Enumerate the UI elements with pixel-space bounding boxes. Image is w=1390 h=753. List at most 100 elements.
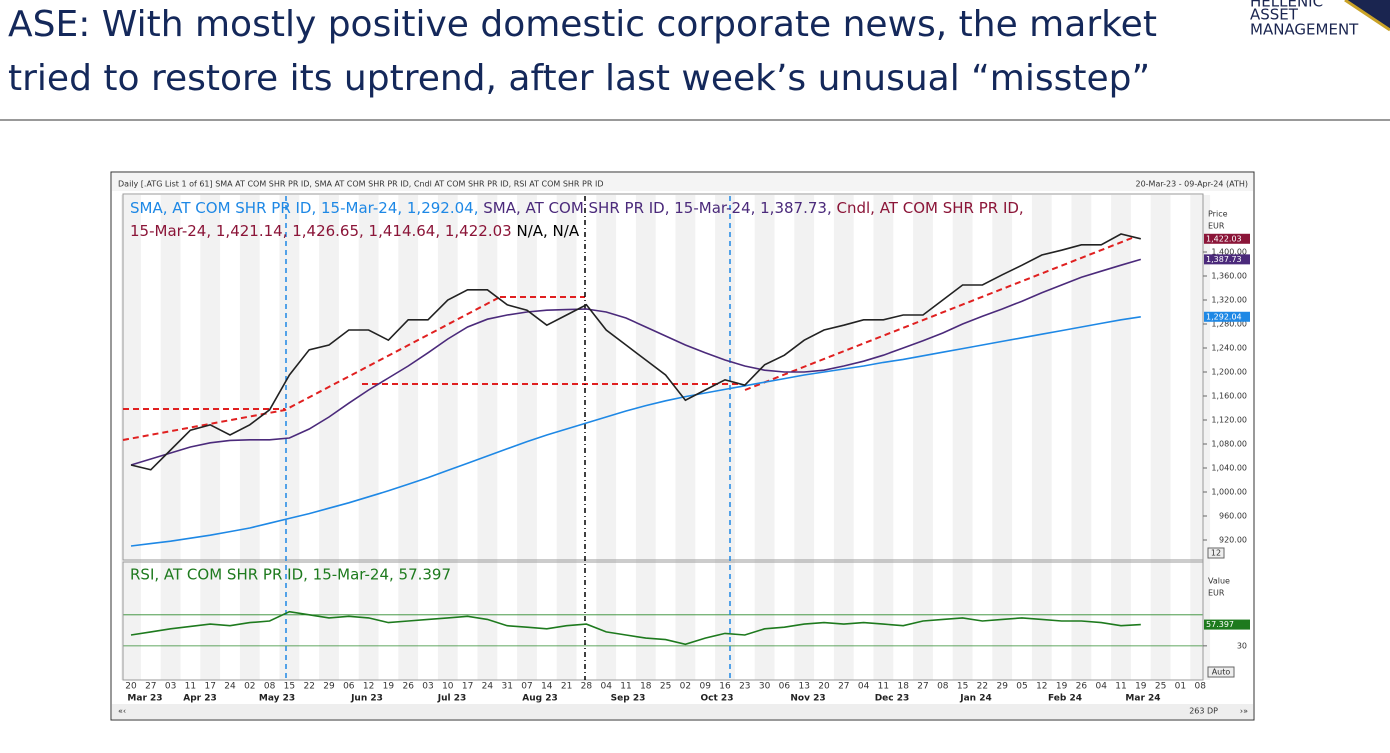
scale-box-text: Auto [1212, 668, 1231, 677]
y-tick-label: 1,160.00 [1211, 392, 1247, 401]
x-tick-label: 19 [383, 682, 395, 692]
x-tick-label: 18 [640, 682, 652, 692]
month-label: Mar 24 [1125, 694, 1160, 704]
week-stripe [200, 195, 221, 680]
week-stripe [754, 195, 775, 680]
week-stripe [596, 195, 617, 680]
week-stripe [1111, 195, 1131, 680]
legend-detail: 15-Mar-24, 1,421.14, 1,426.65, 1,414.64,… [130, 222, 512, 240]
scroll-right[interactable]: ›» [1240, 707, 1248, 716]
week-stripe [319, 195, 339, 680]
axis-label: Value [1208, 577, 1230, 586]
month-label: Dec 23 [875, 694, 910, 704]
x-tick-label: 12 [363, 682, 374, 692]
month-label: Mar 23 [127, 694, 162, 704]
y-tick-label: 960.00 [1219, 512, 1247, 521]
x-tick-label: 27 [145, 682, 156, 692]
title-line: ASE: With mostly positive domestic corpo… [8, 4, 1157, 45]
points-count: 263 DP [1189, 707, 1218, 716]
x-tick-label: 31 [501, 682, 512, 692]
x-tick-label: 08 [264, 682, 276, 692]
x-tick-label: 25 [1155, 682, 1166, 692]
price-tag [1204, 254, 1250, 265]
x-tick-label: 18 [897, 682, 909, 692]
header-bar [112, 173, 1253, 191]
week-stripe [556, 195, 577, 680]
x-tick-label: 29 [323, 682, 335, 692]
series-line [130, 233, 1141, 471]
x-tick-label: 06 [779, 682, 791, 692]
week-stripe [635, 195, 656, 680]
week-stripe [1031, 195, 1052, 680]
x-tick-label: 22 [303, 682, 314, 692]
week-stripe [121, 195, 141, 680]
x-tick-label: 03 [165, 682, 176, 692]
x-tick-label: 08 [937, 682, 949, 692]
x-tick-label: 04 [858, 682, 870, 692]
month-label: May 23 [259, 694, 295, 704]
month-label: Jul 23 [437, 694, 467, 704]
x-tick-label: 09 [699, 682, 711, 692]
scale-box[interactable] [1207, 547, 1225, 559]
legend-entry: SMA, AT COM SHR PR ID, 15-Mar-24, 1,292.… [130, 199, 478, 217]
week-stripe [398, 195, 419, 680]
x-tick-label: 19 [1056, 682, 1068, 692]
month-label: Sep 23 [611, 694, 646, 704]
x-tick-label: 26 [402, 682, 414, 692]
month-label: Nov 23 [790, 694, 825, 704]
week-stripe [358, 195, 379, 680]
x-tick-label: 11 [1115, 682, 1126, 692]
legend: SMA, AT COM SHR PR ID, 15-Mar-24, 1,292.… [130, 199, 1024, 217]
series-line [130, 316, 1141, 547]
series-line [130, 610, 1141, 646]
legend-extra: N/A, N/A [516, 222, 579, 240]
x-tick-label: 07 [521, 682, 532, 692]
y-tick-label: 920.00 [1219, 536, 1247, 545]
month-label: Jan 24 [959, 694, 992, 704]
x-tick-label: 24 [482, 682, 494, 692]
x-tick-label: 04 [1095, 682, 1107, 692]
x-tick-label: 19 [1135, 682, 1147, 692]
logo-edge [1344, 0, 1390, 32]
axis-label: EUR [1208, 222, 1225, 231]
price-tag [1204, 311, 1250, 322]
scroll-left[interactable]: «‹ [118, 707, 126, 716]
price-tag-label: 1,292.04 [1206, 312, 1242, 321]
price-tag [1204, 619, 1250, 630]
x-tick-label: 21 [561, 682, 572, 692]
x-tick-label: 16 [719, 682, 731, 692]
x-tick-label: 11 [878, 682, 889, 692]
scale-box-text: 12 [1211, 549, 1221, 558]
scroll-bar[interactable] [112, 704, 1253, 719]
x-tick-label: 17 [204, 682, 215, 692]
x-tick-label: 22 [977, 682, 988, 692]
x-tick-label: 29 [996, 682, 1008, 692]
week-stripe [952, 195, 973, 680]
x-tick-label: 04 [600, 682, 612, 692]
x-tick-label: 01 [1175, 682, 1186, 692]
scale-box[interactable] [1207, 666, 1235, 678]
y-tick-label: 1,200.00 [1211, 368, 1247, 377]
axis-label: EUR [1208, 589, 1225, 598]
x-tick-label: 05 [1016, 682, 1027, 692]
month-label: Apr 23 [183, 694, 217, 704]
x-tick-label: 20 [125, 682, 137, 692]
y-tick-label: 1,120.00 [1211, 416, 1247, 425]
x-tick-label: 25 [660, 682, 671, 692]
x-tick-label: 26 [1076, 682, 1088, 692]
y-tick-label: 1,280.00 [1211, 320, 1247, 329]
x-tick-label: 28 [581, 682, 593, 692]
y-tick-label: 1,400.00 [1211, 248, 1247, 257]
y-tick-label: 1,000.00 [1211, 488, 1247, 497]
x-tick-label: 11 [185, 682, 196, 692]
week-stripe [992, 195, 1013, 680]
x-tick-label: 14 [541, 682, 553, 692]
week-stripe [794, 195, 815, 680]
month-label: Jun 23 [350, 694, 383, 704]
week-stripe [675, 195, 696, 680]
axis-label: Price [1208, 210, 1228, 219]
x-tick-label: 17 [462, 682, 473, 692]
logo-text: MANAGEMENT [1250, 21, 1359, 39]
month-label: Aug 23 [522, 694, 557, 704]
